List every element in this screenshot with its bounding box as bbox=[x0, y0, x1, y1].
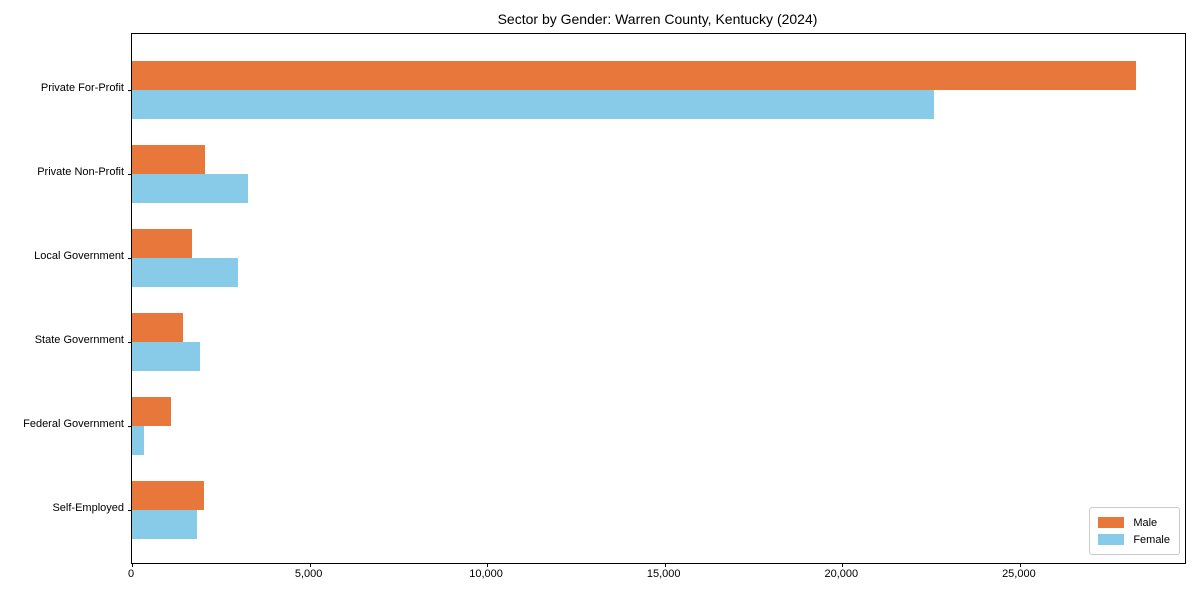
x-tick-label: 10,000 bbox=[469, 568, 503, 580]
x-tick-mark bbox=[664, 563, 666, 567]
bar-male-local-government bbox=[132, 229, 192, 258]
bar-female-self-employed bbox=[132, 510, 197, 539]
bar-male-state-government bbox=[132, 313, 183, 342]
male-swatch-icon bbox=[1098, 517, 1125, 528]
y-tick-label: State Government bbox=[34, 334, 124, 346]
x-tick-label: 25,000 bbox=[1002, 568, 1036, 580]
bar-female-private-for-profit bbox=[132, 90, 934, 119]
x-tick-label: 5,000 bbox=[294, 568, 323, 580]
legend-label-female: Female bbox=[1133, 533, 1170, 546]
y-tick-mark bbox=[128, 90, 132, 91]
y-tick-mark bbox=[128, 510, 132, 511]
y-tick-label: Private For-Profit bbox=[40, 82, 124, 94]
y-tick-label: Local Government bbox=[34, 250, 124, 262]
y-tick-label: Federal Government bbox=[23, 418, 124, 430]
x-tick-label: 20,000 bbox=[824, 568, 859, 580]
legend-label-male: Male bbox=[1133, 516, 1158, 529]
chart-title: Sector by Gender: Warren County, Kentuck… bbox=[497, 11, 818, 27]
legend-entry-female: Female bbox=[1098, 531, 1170, 548]
bar-male-federal-government bbox=[132, 397, 172, 426]
plot-area: Male Female bbox=[128, 33, 1186, 567]
x-tick-mark bbox=[842, 563, 844, 567]
x-tick-label: 0 bbox=[127, 568, 135, 580]
bar-male-private-for-profit bbox=[132, 61, 1137, 90]
bar-female-state-government bbox=[132, 342, 200, 371]
y-tick-label: Private Non-Profit bbox=[37, 166, 124, 178]
x-tick-mark bbox=[309, 563, 311, 567]
y-tick-mark bbox=[128, 258, 132, 259]
x-tick-mark bbox=[487, 563, 489, 567]
x-tick-mark bbox=[1019, 563, 1021, 567]
bar-male-private-non-profit bbox=[132, 145, 205, 174]
x-tick-label: 15,000 bbox=[646, 568, 681, 580]
legend: Male Female bbox=[1089, 507, 1180, 555]
x-tick-mark bbox=[132, 563, 133, 567]
y-tick-mark bbox=[128, 426, 132, 427]
female-swatch-icon bbox=[1098, 534, 1125, 545]
y-tick-mark bbox=[128, 174, 132, 175]
legend-entry-male: Male bbox=[1098, 514, 1170, 531]
bar-female-local-government bbox=[132, 258, 238, 287]
bar-female-federal-government bbox=[132, 426, 145, 455]
y-tick-mark bbox=[128, 342, 132, 343]
bar-female-private-non-profit bbox=[132, 174, 248, 203]
bar-male-self-employed bbox=[132, 481, 205, 510]
y-tick-label: Self-Employed bbox=[52, 502, 124, 514]
